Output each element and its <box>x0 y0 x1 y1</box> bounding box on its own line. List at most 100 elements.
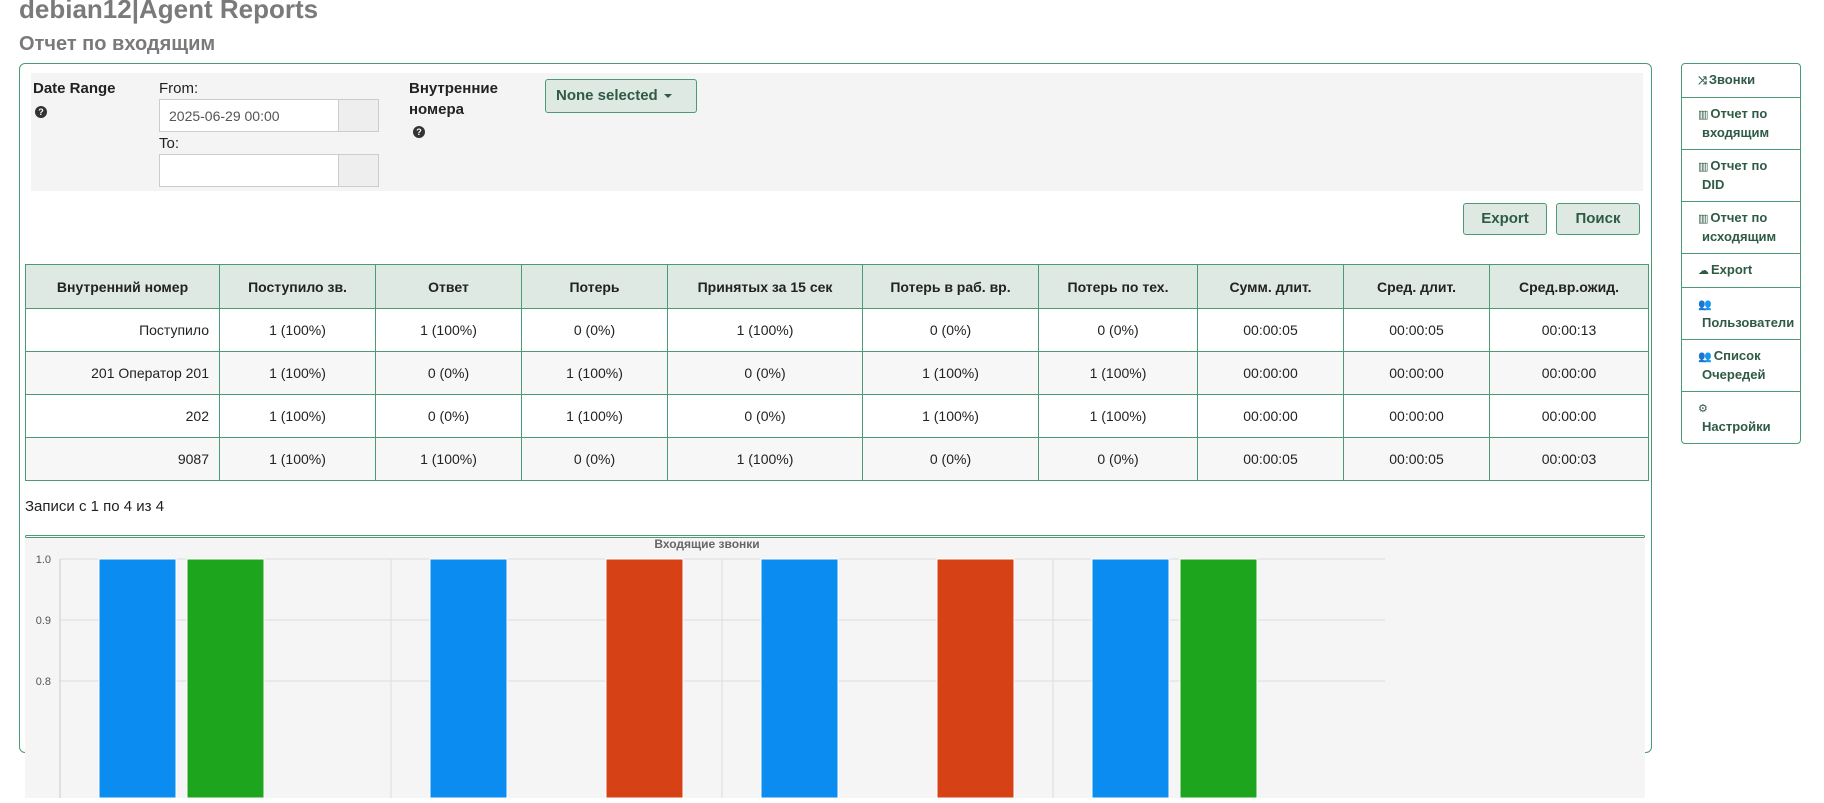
bar-red[interactable] <box>936 558 1015 799</box>
table-cell: 0 (0%) <box>1038 308 1198 352</box>
table-row: 202 1 (100%) 0 (0%) 1 (100%) 0 (0%) 1 (100%) 1… <box>25 394 1649 438</box>
chart-divider <box>25 535 1645 538</box>
from-datetime-input[interactable]: 2025-06-29 00:00 <box>159 99 379 132</box>
table-cell: 0 (0%) <box>862 437 1039 481</box>
gears-icon: ⚙ <box>1698 403 1708 415</box>
to-datetime-input[interactable] <box>159 154 379 187</box>
date-range-help-icon[interactable]: ? <box>35 106 47 118</box>
extensions-label-line1: Внутренние <box>409 80 498 97</box>
sidebar-item-label: исходящим <box>1702 229 1777 244</box>
table-cell: 1 (100%) <box>667 437 863 481</box>
table-cell: 00:00:00 <box>1343 351 1490 395</box>
to-calendar-addon[interactable] <box>339 155 378 186</box>
to-label: To: <box>159 135 180 152</box>
table-cell: 1 (100%) <box>862 351 1039 395</box>
table-cell: 0 (0%) <box>1038 437 1198 481</box>
sidebar-item-2[interactable]: ▥ Отчет по DID <box>1682 150 1800 202</box>
bar-red[interactable] <box>605 558 684 799</box>
users-icon: 👥 <box>1698 299 1712 311</box>
table-cell: 00:00:00 <box>1343 394 1490 438</box>
extensions-label-line2: номера <box>409 101 464 118</box>
table-cell: 1 (100%) <box>521 351 668 395</box>
report-table: Внутренний номер Поступило зв. Ответ Потерь… <box>25 264 1649 481</box>
table-cell: 00:00:05 <box>1197 437 1344 481</box>
sidebar-item-label: Настройки <box>1702 419 1771 434</box>
column-header[interactable]: Потерь <box>521 264 668 309</box>
bar-blue[interactable] <box>760 558 839 799</box>
table-cell: 00:00:05 <box>1343 437 1490 481</box>
from-calendar-addon[interactable] <box>339 100 378 131</box>
table-cell: 00:00:13 <box>1489 308 1649 352</box>
table-row: 201 Оператор 201 1 (100%) 0 (0%) 1 (100%) 0 … <box>25 351 1649 395</box>
sidebar-item-label: входящим <box>1702 125 1770 140</box>
sidebar-item-label: Очередей <box>1702 367 1766 382</box>
app-title: debian12|Agent Reports <box>19 0 319 24</box>
table-cell: 1 (100%) <box>862 394 1039 438</box>
extensions-help-icon[interactable]: ? <box>413 126 425 138</box>
sidebar-item-5[interactable]: 👥 Пользователи <box>1682 288 1800 340</box>
table-cell: 1 (100%) <box>219 351 376 395</box>
column-header[interactable]: Потерь по тех. <box>1038 264 1198 309</box>
column-header[interactable]: Ответ <box>375 264 522 309</box>
sidebar-item-label: Звонки <box>1708 72 1756 87</box>
filter-box: Date Range ? From: 2025-06-29 00:00 To: … <box>31 73 1643 191</box>
table-cell: 0 (0%) <box>667 394 863 438</box>
sidebar-item-3[interactable]: ▥ Отчет по исходящим <box>1682 202 1800 254</box>
sidebar-item-6[interactable]: 👥 Список Очередей <box>1682 340 1800 392</box>
table-cell: 00:00:00 <box>1489 394 1649 438</box>
to-value[interactable] <box>160 155 340 186</box>
column-header[interactable]: Поступило зв. <box>219 264 376 309</box>
extension-cell: Поступило <box>25 308 220 352</box>
column-header[interactable]: Принятых за 15 сек <box>667 264 863 309</box>
table-cell: 0 (0%) <box>375 351 522 395</box>
page-title: Отчет по входящим <box>19 33 216 55</box>
table-cell: 1 (100%) <box>1038 394 1198 438</box>
column-header[interactable]: Внутренний номер <box>25 264 220 309</box>
table-cell: 1 (100%) <box>375 437 522 481</box>
sidebar-item-label: Отчет по <box>1710 158 1768 173</box>
sidebar-item-1[interactable]: ▥ Отчет по входящим <box>1682 98 1800 150</box>
from-value[interactable]: 2025-06-29 00:00 <box>160 100 340 131</box>
from-label: From: <box>159 80 199 97</box>
y-tick-label: 1.0 <box>36 554 51 566</box>
extension-cell: 9087 <box>25 437 220 481</box>
bar-blue[interactable] <box>429 558 508 799</box>
table-row: Поступило 1 (100%) 1 (100%) 0 (0%) 1 (100%) 0… <box>25 308 1649 352</box>
table-header-row: Внутренний номер Поступило зв. Ответ Потерь… <box>25 264 1649 309</box>
table-cell: 00:00:03 <box>1489 437 1649 481</box>
bar-green[interactable] <box>1179 558 1258 799</box>
table-row: 9087 1 (100%) 1 (100%) 0 (0%) 1 (100%) 0 (0%)… <box>25 437 1649 481</box>
table-cell: 1 (100%) <box>375 308 522 352</box>
sidebar-item-label: Отчет по <box>1710 210 1768 225</box>
sidebar-item-4[interactable]: ☁ Export <box>1682 254 1800 288</box>
column-header[interactable]: Сумм. длит. <box>1197 264 1344 309</box>
chart-area: Входящие звонки 1.0 0.9 0.8 <box>25 537 1645 799</box>
bar-blue[interactable] <box>98 558 177 799</box>
table-cell: 00:00:00 <box>1197 394 1344 438</box>
incoming-calls-chart: Входящие звонки 1.0 0.9 0.8 <box>36 537 1385 799</box>
bar-blue[interactable] <box>1091 558 1170 799</box>
table-cell: 1 (100%) <box>1038 351 1198 395</box>
sidebar-item-label: Список <box>1713 348 1761 363</box>
column-header[interactable]: Сред. длит. <box>1343 264 1490 309</box>
search-button[interactable]: Поиск <box>1556 203 1640 235</box>
export-button[interactable]: Export <box>1463 203 1547 235</box>
y-tick-label: 0.8 <box>36 676 51 688</box>
chart-title: Входящие звонки <box>654 538 759 551</box>
chevron-down-icon <box>663 94 672 99</box>
extension-cell: 201 Оператор 201 <box>25 351 220 395</box>
extensions-multiselect[interactable]: None selected <box>545 79 697 113</box>
table-cell: 00:00:00 <box>1489 351 1649 395</box>
extensions-select-label: None selected <box>556 87 658 104</box>
table-cell: 0 (0%) <box>521 308 668 352</box>
table-cell: 1 (100%) <box>219 437 376 481</box>
sidebar-item-7[interactable]: ⚙ Настройки <box>1682 392 1800 443</box>
column-header[interactable]: Потерь в раб. вр. <box>862 264 1039 309</box>
sidebar-item-label: DID <box>1702 177 1725 192</box>
table-cell: 0 (0%) <box>375 394 522 438</box>
sidebar-nav: ⤨ Звонки ▥ Отчет по входящим ▥ Отчет по DID ▥ Отч… <box>1681 63 1801 444</box>
y-tick-label: 0.9 <box>36 615 51 627</box>
column-header[interactable]: Сред.вр.ожид. <box>1489 264 1649 309</box>
bar-green[interactable] <box>186 558 265 799</box>
sidebar-item-0[interactable]: ⤨ Звонки <box>1682 64 1800 98</box>
